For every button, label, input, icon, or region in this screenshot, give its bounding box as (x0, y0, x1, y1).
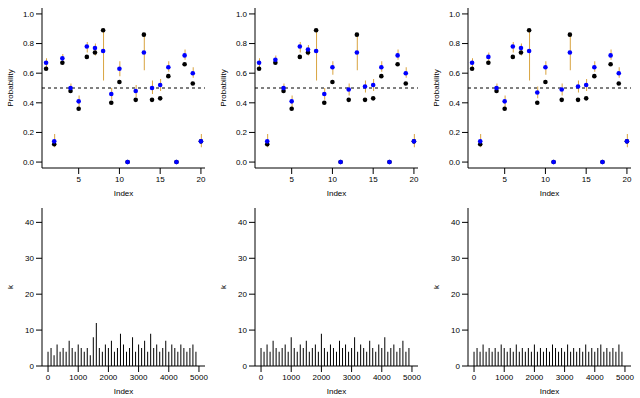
svg-text:0.4: 0.4 (23, 99, 35, 108)
svg-text:1000: 1000 (282, 373, 300, 382)
svg-text:2000: 2000 (100, 373, 118, 382)
svg-text:0.0: 0.0 (449, 158, 461, 167)
svg-text:40: 40 (25, 218, 34, 227)
svg-text:20: 20 (451, 290, 460, 299)
svg-text:20: 20 (622, 175, 631, 184)
svg-text:0.6: 0.6 (449, 69, 461, 78)
svg-text:0.6: 0.6 (23, 69, 35, 78)
svg-text:0: 0 (30, 362, 35, 371)
svg-text:k: k (432, 284, 441, 289)
svg-text:0.4: 0.4 (236, 99, 248, 108)
svg-text:3000: 3000 (130, 373, 148, 382)
svg-text:10: 10 (115, 175, 124, 184)
svg-text:3000: 3000 (343, 373, 361, 382)
svg-text:1.0: 1.0 (23, 10, 35, 19)
svg-text:4000: 4000 (586, 373, 604, 382)
svg-text:Index: Index (540, 387, 560, 396)
svg-text:15: 15 (369, 175, 378, 184)
svg-text:5: 5 (289, 175, 294, 184)
svg-text:15: 15 (156, 175, 165, 184)
svg-text:10: 10 (238, 326, 247, 335)
svg-text:0.6: 0.6 (236, 69, 248, 78)
svg-text:20: 20 (238, 290, 247, 299)
svg-text:10: 10 (451, 326, 460, 335)
svg-text:4000: 4000 (160, 373, 178, 382)
svg-text:Index: Index (327, 387, 347, 396)
svg-text:0: 0 (259, 373, 264, 382)
svg-text:Probability: Probability (8, 69, 15, 106)
svg-text:0.8: 0.8 (449, 39, 461, 48)
svg-text:Probability: Probability (219, 69, 228, 106)
svg-text:5000: 5000 (190, 373, 208, 382)
svg-text:0: 0 (472, 373, 477, 382)
svg-text:Index: Index (114, 387, 134, 396)
svg-text:0.0: 0.0 (236, 158, 248, 167)
svg-text:1.0: 1.0 (236, 10, 248, 19)
svg-text:20: 20 (409, 175, 418, 184)
svg-text:5: 5 (502, 175, 507, 184)
svg-text:10: 10 (328, 175, 337, 184)
svg-text:1000: 1000 (495, 373, 513, 382)
svg-text:0: 0 (243, 362, 248, 371)
svg-text:10: 10 (25, 326, 34, 335)
svg-text:5000: 5000 (616, 373, 632, 382)
svg-text:2000: 2000 (526, 373, 544, 382)
svg-text:3000: 3000 (556, 373, 574, 382)
svg-text:k: k (8, 284, 15, 289)
svg-text:Index: Index (327, 189, 347, 198)
svg-text:5000: 5000 (403, 373, 421, 382)
svg-text:20: 20 (196, 175, 205, 184)
svg-text:Index: Index (114, 189, 134, 198)
svg-text:5: 5 (76, 175, 81, 184)
svg-text:0.4: 0.4 (449, 99, 461, 108)
svg-text:40: 40 (238, 218, 247, 227)
svg-text:40: 40 (451, 218, 460, 227)
svg-text:1.0: 1.0 (449, 10, 461, 19)
svg-text:0.2: 0.2 (23, 128, 35, 137)
svg-text:0.2: 0.2 (449, 128, 461, 137)
svg-text:Probability: Probability (432, 69, 441, 106)
svg-text:0.8: 0.8 (23, 39, 35, 48)
svg-text:15: 15 (582, 175, 591, 184)
svg-text:20: 20 (25, 290, 34, 299)
svg-text:30: 30 (451, 254, 460, 263)
svg-text:30: 30 (238, 254, 247, 263)
svg-text:10: 10 (541, 175, 550, 184)
svg-text:0: 0 (456, 362, 461, 371)
svg-text:0.8: 0.8 (236, 39, 248, 48)
svg-text:2000: 2000 (313, 373, 331, 382)
svg-text:0.2: 0.2 (236, 128, 248, 137)
svg-text:Index: Index (540, 189, 560, 198)
svg-text:4000: 4000 (373, 373, 391, 382)
svg-text:k: k (219, 284, 228, 289)
svg-text:0.0: 0.0 (23, 158, 35, 167)
svg-text:30: 30 (25, 254, 34, 263)
svg-text:0: 0 (46, 373, 51, 382)
svg-text:1000: 1000 (69, 373, 87, 382)
